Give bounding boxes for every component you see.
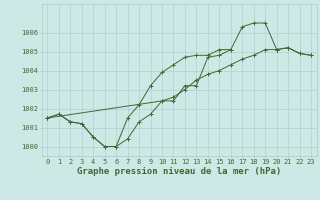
X-axis label: Graphe pression niveau de la mer (hPa): Graphe pression niveau de la mer (hPa) [77, 167, 281, 176]
